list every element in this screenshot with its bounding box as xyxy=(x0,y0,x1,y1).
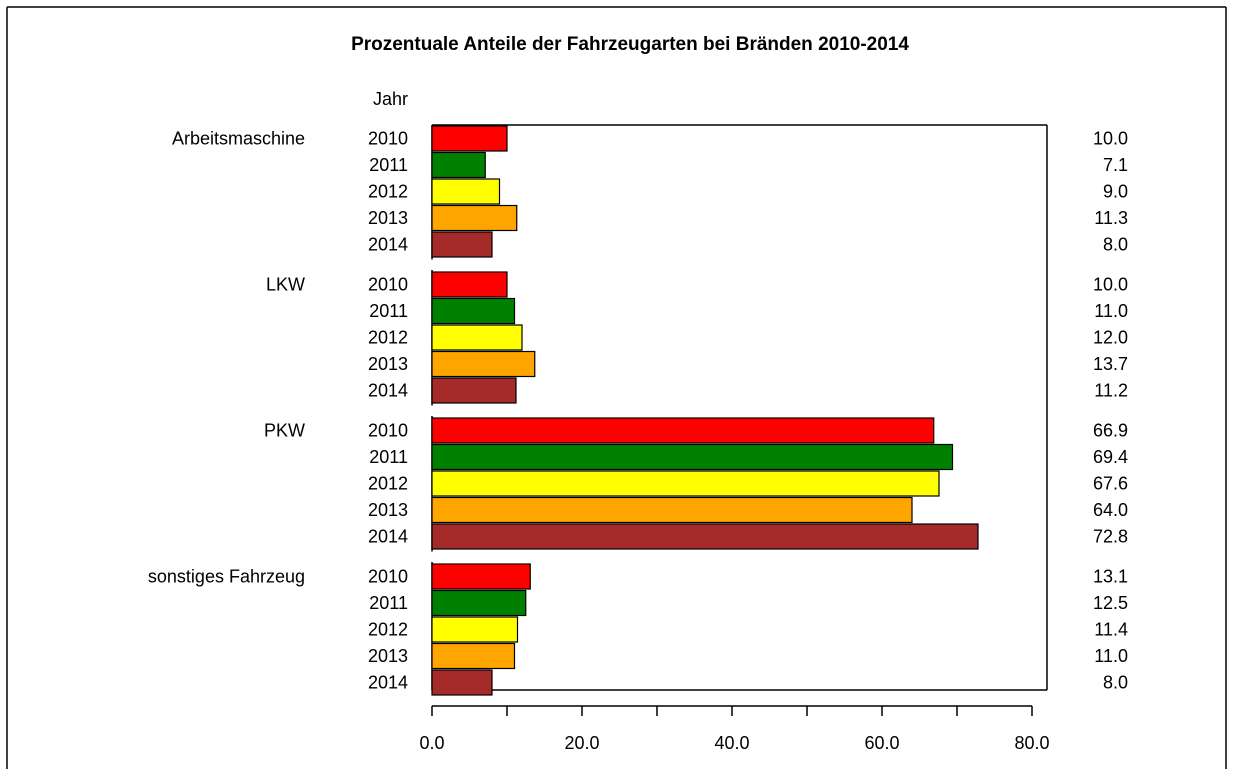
bar xyxy=(431,178,501,205)
year-label: 2013 xyxy=(368,354,408,374)
bar xyxy=(431,324,523,351)
bar xyxy=(431,616,519,643)
value-label: 72.8 xyxy=(1093,526,1128,546)
value-label: 11.3 xyxy=(1094,208,1128,228)
year-label: 2014 xyxy=(368,526,408,546)
value-label: 66.9 xyxy=(1093,420,1128,440)
value-label: 11.4 xyxy=(1094,619,1128,639)
x-tick-label: 20.0 xyxy=(564,733,599,753)
bar xyxy=(431,589,527,617)
bar xyxy=(431,563,531,590)
year-label: 2012 xyxy=(368,619,408,639)
bar xyxy=(431,496,913,524)
x-tick-label: 0.0 xyxy=(419,733,444,753)
year-label: 2012 xyxy=(368,181,408,201)
bar xyxy=(431,377,517,404)
x-tick-label: 60.0 xyxy=(864,733,899,753)
year-label: 2010 xyxy=(368,274,408,294)
bar xyxy=(431,231,493,258)
bar xyxy=(431,669,493,696)
year-label: 2010 xyxy=(368,420,408,440)
category-label: LKW xyxy=(266,274,305,294)
value-label: 12.0 xyxy=(1093,327,1128,347)
year-label: 2011 xyxy=(369,593,408,613)
value-label: 11.0 xyxy=(1094,646,1128,666)
bar xyxy=(431,523,979,550)
value-label: 8.0 xyxy=(1103,672,1128,692)
value-label: 10.0 xyxy=(1093,128,1128,148)
value-label: 13.1 xyxy=(1093,566,1128,586)
year-label: 2013 xyxy=(368,208,408,228)
bar xyxy=(431,271,508,298)
value-label: 9.0 xyxy=(1103,181,1128,201)
year-label: 2011 xyxy=(369,447,408,467)
bar xyxy=(431,297,516,325)
category-label: Arbeitsmaschine xyxy=(172,128,305,148)
category-label: PKW xyxy=(264,420,305,440)
value-label: 8.0 xyxy=(1103,234,1128,254)
year-label: 2012 xyxy=(368,327,408,347)
value-label: 7.1 xyxy=(1103,155,1128,175)
year-label: 2010 xyxy=(368,128,408,148)
year-label: 2010 xyxy=(368,566,408,586)
chart-title: Prozentuale Anteile der Fahrzeugarten be… xyxy=(351,34,909,55)
bar xyxy=(431,151,486,179)
bar xyxy=(431,125,508,152)
bar xyxy=(431,204,518,232)
value-label: 69.4 xyxy=(1093,447,1128,467)
value-label: 11.2 xyxy=(1094,380,1128,400)
x-tick-label: 40.0 xyxy=(714,733,749,753)
bar xyxy=(431,642,516,670)
bar xyxy=(431,350,536,378)
year-label: 2013 xyxy=(368,500,408,520)
year-label: 2013 xyxy=(368,646,408,666)
year-label: 2011 xyxy=(369,155,408,175)
year-label: 2011 xyxy=(369,301,408,321)
year-label: 2014 xyxy=(368,672,408,692)
year-label: 2014 xyxy=(368,380,408,400)
x-tick-label: 80.0 xyxy=(1014,733,1049,753)
value-label: 67.6 xyxy=(1093,473,1128,493)
category-label: sonstiges Fahrzeug xyxy=(148,566,305,586)
value-label: 11.0 xyxy=(1094,301,1128,321)
value-label: 64.0 xyxy=(1093,500,1128,520)
bar xyxy=(431,417,935,444)
bar xyxy=(431,470,940,497)
value-label: 10.0 xyxy=(1093,274,1128,294)
year-label: 2014 xyxy=(368,234,408,254)
value-label: 12.5 xyxy=(1093,593,1128,613)
year-label: 2012 xyxy=(368,473,408,493)
value-label: 13.7 xyxy=(1093,354,1128,374)
series-label: Jahr xyxy=(373,89,408,109)
bar xyxy=(431,443,954,471)
